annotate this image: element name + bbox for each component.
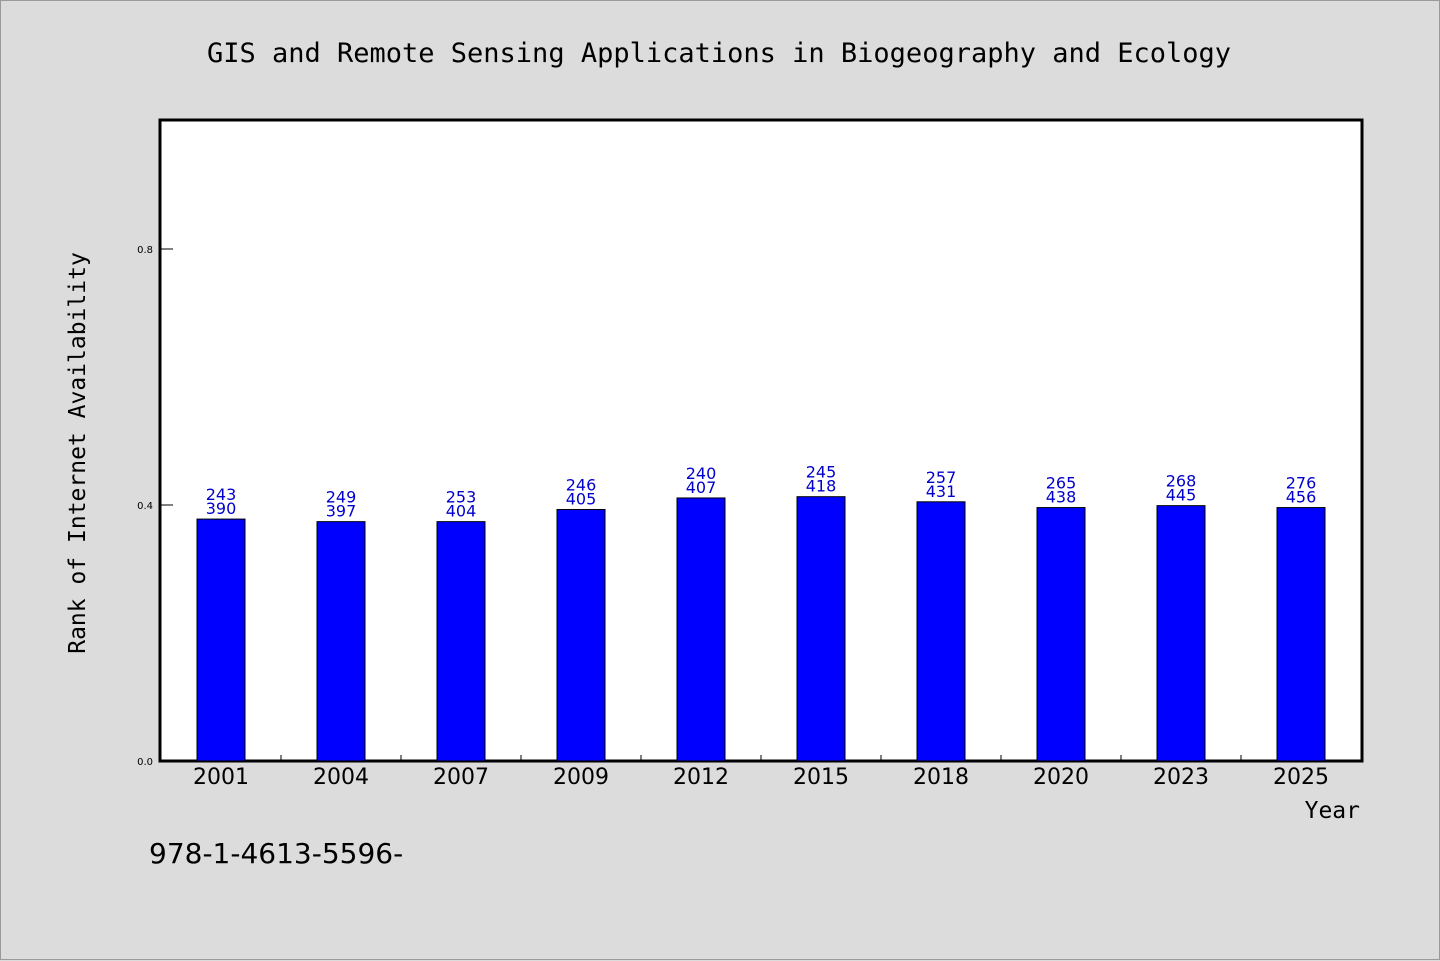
y-axis-title: Rank of Internet Availability (65, 252, 91, 654)
bar (796, 496, 846, 762)
bar (1276, 507, 1326, 762)
data-label-bottom: 431 (926, 482, 957, 501)
data-label-top: 249 (326, 488, 357, 507)
y-axis-ticks: 0.0 0.4 0.8 (137, 245, 173, 768)
x-tick-label: 2001 (193, 765, 249, 790)
data-label-top: 265 (1046, 474, 1077, 493)
data-label-top: 257 (926, 468, 957, 487)
data-label-bottom: 397 (326, 502, 357, 521)
x-tick-label: 2009 (553, 765, 609, 790)
data-label-top: 243 (206, 485, 237, 504)
footer-code: 978-1-4613-5596- (149, 837, 403, 870)
x-axis-title: Year (1305, 798, 1360, 824)
y-tick-label: 0.4 (137, 501, 153, 512)
data-label-top: 268 (1166, 472, 1197, 491)
y-tick-label: 0.8 (137, 245, 153, 256)
bar (1156, 505, 1206, 762)
x-tick-label: 2012 (673, 765, 729, 790)
data-label-bottom: 418 (806, 477, 837, 496)
x-tick-label: 2020 (1033, 765, 1089, 790)
x-tick-label: 2023 (1153, 765, 1209, 790)
data-label-bottom: 407 (686, 478, 717, 497)
data-label-bottom: 390 (206, 499, 237, 518)
x-tick-label: 2015 (793, 765, 849, 790)
data-label-bottom: 404 (446, 502, 477, 521)
y-tick-label: 0.0 (137, 757, 153, 768)
data-label-bottom: 438 (1046, 488, 1077, 507)
data-label-top: 240 (686, 464, 717, 483)
bar (1036, 507, 1086, 762)
bar (316, 521, 366, 762)
data-label-top: 246 (566, 475, 597, 494)
x-tick-label: 2007 (433, 765, 489, 790)
bar (556, 508, 606, 762)
x-tick-label: 2004 (313, 765, 369, 790)
x-tick-label: 2025 (1273, 765, 1329, 790)
bar-series (196, 496, 1326, 762)
x-tick-label: 2018 (913, 765, 969, 790)
data-label-bottom: 456 (1286, 488, 1317, 507)
data-label-top: 276 (1286, 474, 1317, 493)
chart-title: GIS and Remote Sensing Applications in B… (207, 38, 1231, 69)
bar (916, 501, 966, 762)
bar (436, 521, 486, 762)
data-label-bottom: 445 (1166, 486, 1197, 505)
bar (676, 497, 726, 762)
data-label-top: 253 (446, 488, 477, 507)
bar (196, 518, 246, 762)
x-axis-ticks: 2001 2004 2007 2009 2012 2015 2018 2020 2023 2025 (193, 755, 1329, 790)
data-label-bottom: 405 (566, 489, 597, 508)
data-label-top: 245 (806, 463, 837, 482)
